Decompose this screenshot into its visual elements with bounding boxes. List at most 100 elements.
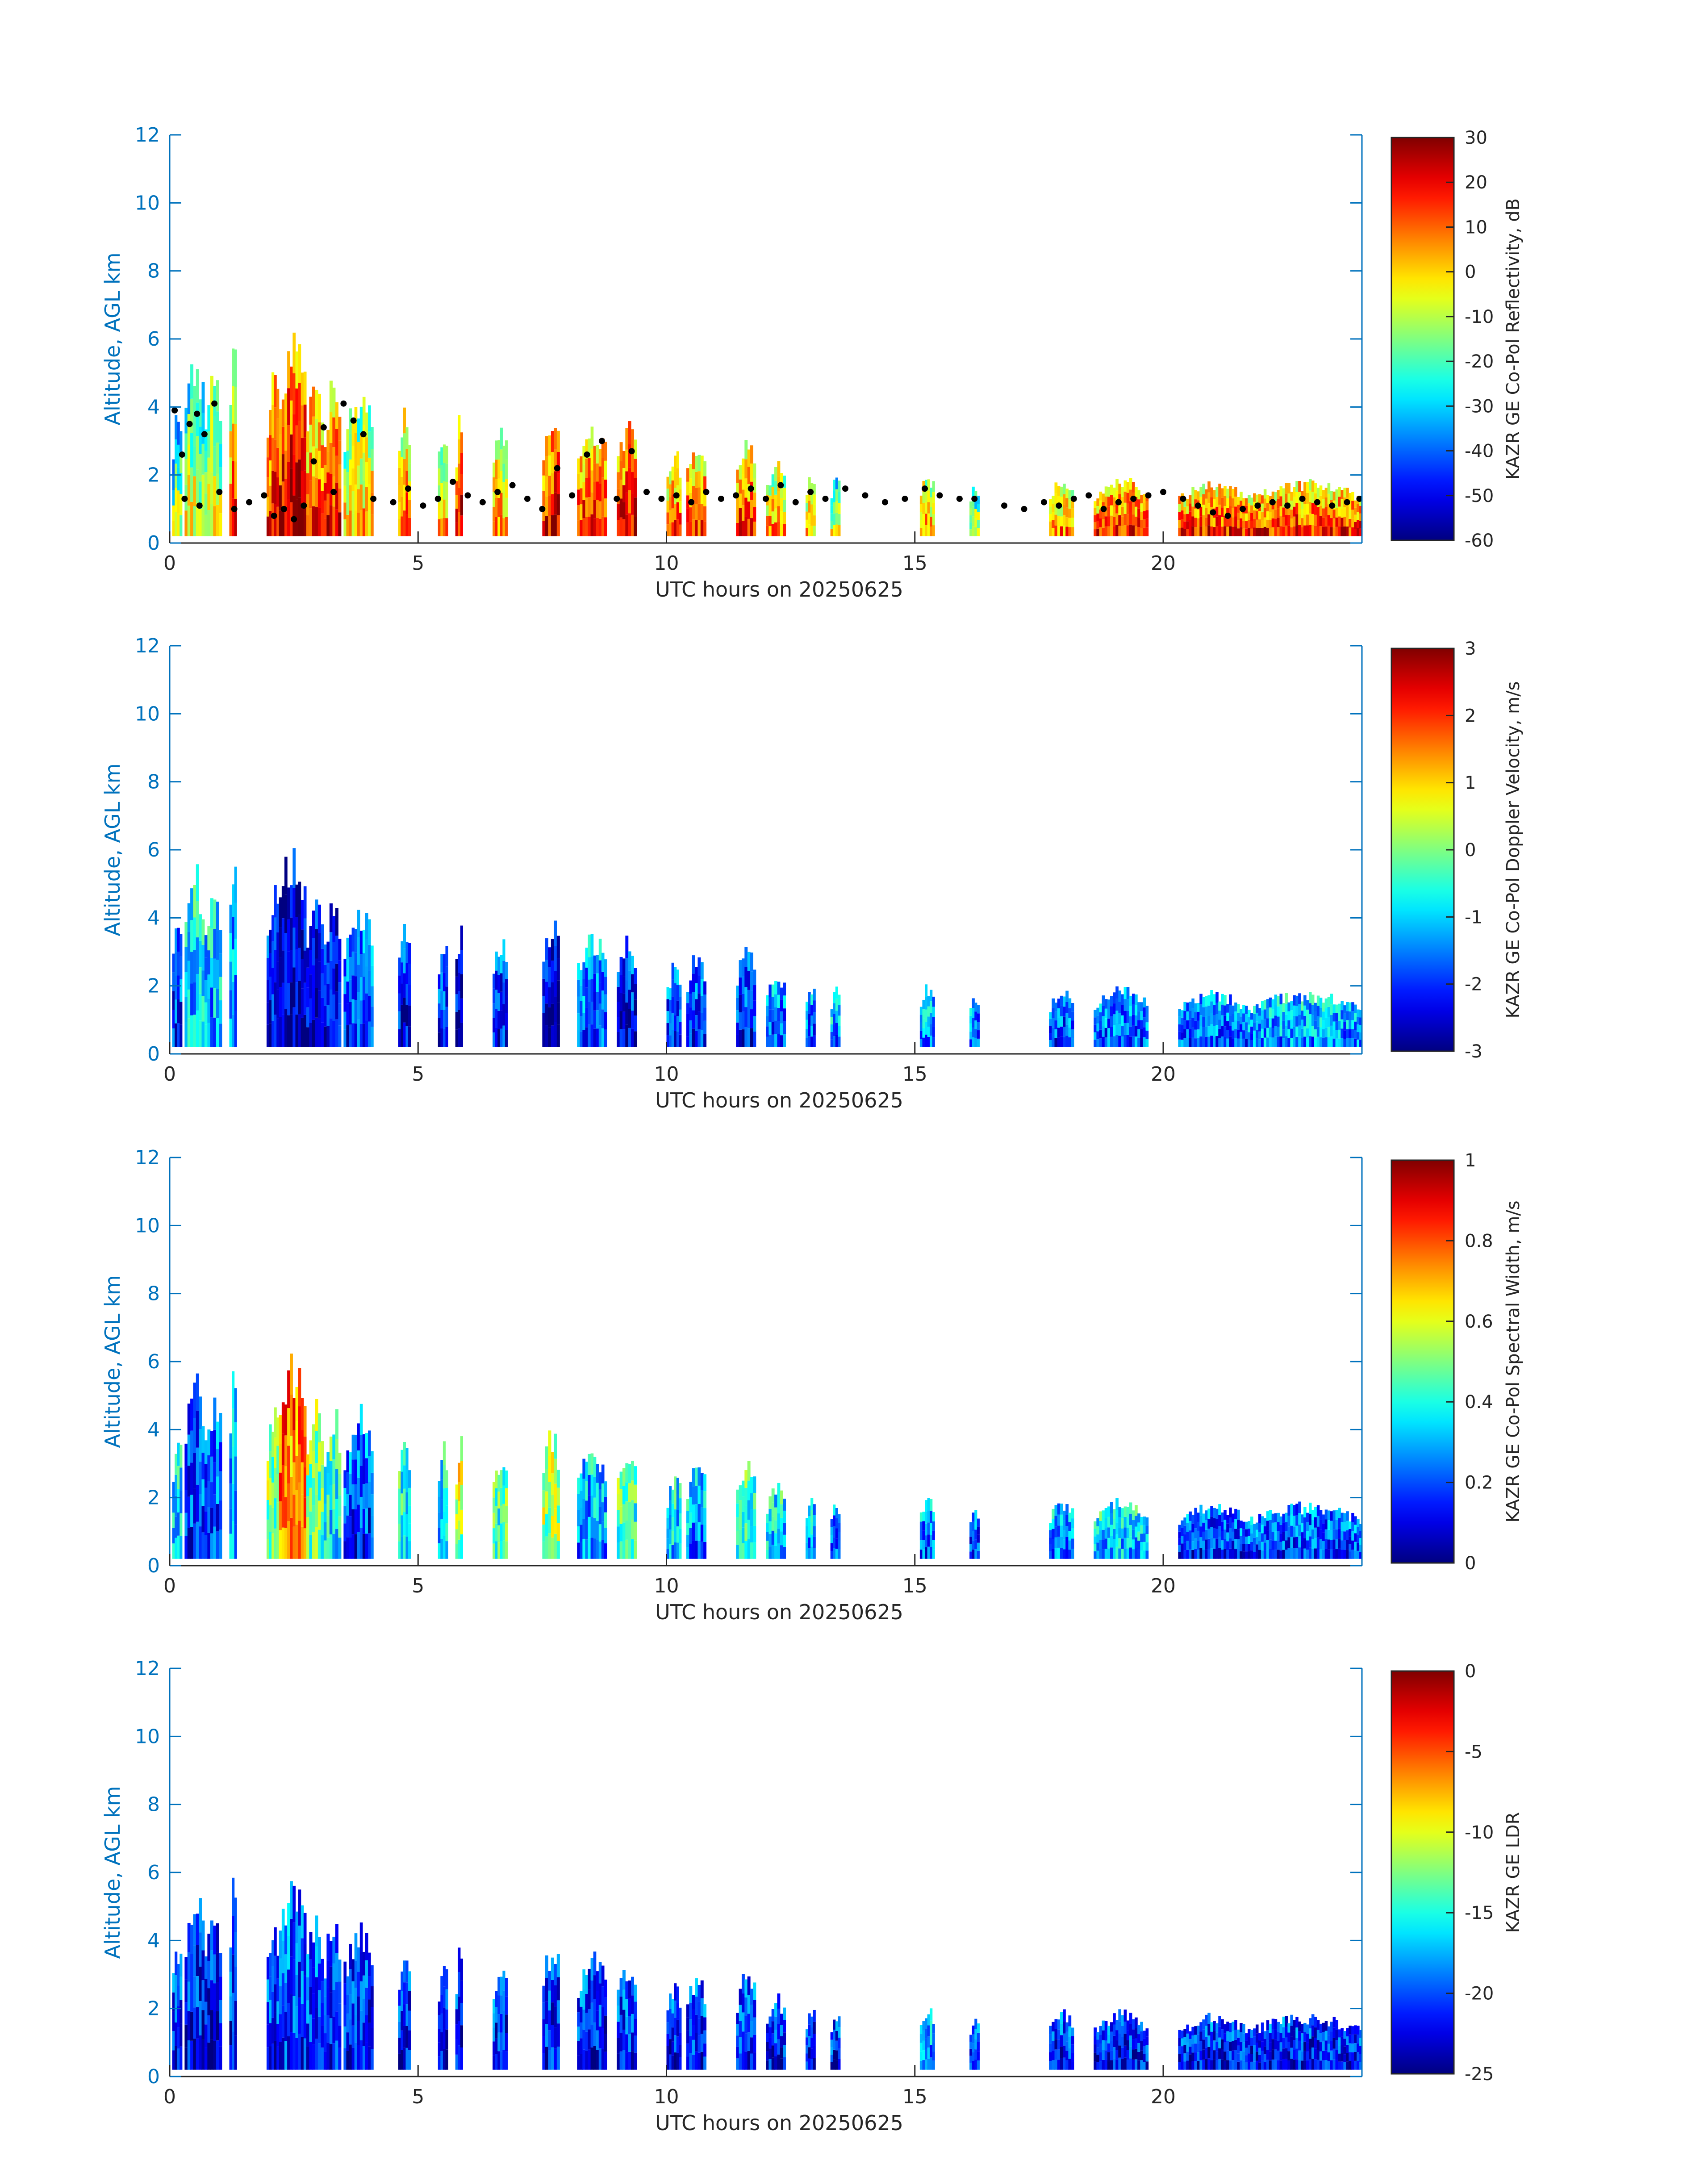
data-cell	[1282, 1003, 1286, 1012]
data-cell	[187, 903, 191, 932]
data-cell	[1332, 1529, 1336, 1540]
data-cell	[700, 488, 704, 504]
data-cell	[619, 1011, 623, 1029]
data-cell	[1232, 498, 1235, 508]
data-cell	[780, 999, 783, 1011]
data-cell	[271, 1482, 275, 1508]
colorbar-label: KAZR GE Co-Pol Reflectivity, dB	[1503, 198, 1524, 480]
data-cell	[753, 969, 756, 986]
data-cell	[695, 1540, 698, 1559]
data-cell	[219, 444, 222, 468]
data-cell	[1178, 2054, 1181, 2062]
data-cell	[276, 932, 280, 961]
data-cell	[1118, 2021, 1122, 2034]
data-cell	[403, 1960, 406, 1983]
data-cell	[604, 2052, 607, 2070]
data-cell	[919, 528, 923, 536]
data-cell	[229, 1947, 232, 1972]
data-cell	[577, 520, 580, 536]
data-cell	[298, 382, 301, 421]
data-cell	[354, 2015, 358, 2043]
data-cell	[351, 423, 355, 446]
data-cell	[172, 1482, 175, 1497]
data-cell	[201, 505, 205, 536]
data-cell	[806, 2053, 809, 2062]
data-cell	[216, 1421, 219, 1450]
data-cell	[199, 1494, 202, 1527]
data-cell	[977, 2023, 980, 2033]
data-cell	[585, 2013, 589, 2032]
data-cell	[349, 1538, 352, 1559]
data-cell	[315, 1977, 318, 2008]
data-cell	[1258, 1523, 1261, 1532]
data-cell	[1181, 1551, 1184, 1559]
data-cell	[455, 1514, 458, 1529]
data-cell	[455, 1011, 458, 1030]
data-cell	[741, 2031, 745, 2051]
data-cell	[628, 1483, 631, 1502]
data-cell	[1338, 1021, 1341, 1030]
data-cell	[1194, 2026, 1197, 2035]
cloud-column	[343, 910, 374, 1047]
data-cell	[274, 917, 277, 950]
data-cell	[321, 445, 324, 468]
data-cell	[1234, 2030, 1237, 2040]
data-cell	[343, 1488, 347, 1506]
data-cell	[669, 1993, 672, 2009]
data-cell	[279, 927, 282, 957]
data-cell	[371, 1965, 374, 1986]
data-cell	[580, 1001, 583, 1016]
data-cell	[338, 1538, 342, 1559]
data-cell	[357, 992, 360, 1020]
data-cell	[838, 492, 841, 503]
data-cell	[974, 1539, 977, 1549]
data-cell	[542, 490, 546, 506]
data-cell	[232, 386, 235, 424]
data-cell	[622, 994, 626, 1012]
data-cell	[349, 1002, 352, 1025]
data-cell	[1232, 2022, 1235, 2031]
data-cell	[542, 521, 546, 536]
data-cell	[601, 1986, 605, 2007]
data-cell	[443, 1028, 446, 1047]
data-cell	[1115, 1546, 1119, 1559]
data-cell	[292, 1494, 296, 1527]
data-cell	[598, 484, 602, 501]
data-cell	[1218, 1001, 1221, 1011]
data-cell	[1202, 2049, 1205, 2060]
cloud-column	[686, 955, 707, 1047]
data-cell	[323, 447, 327, 465]
data-cell	[335, 2040, 338, 2070]
data-cell	[281, 1909, 285, 1941]
data-cell	[1277, 1540, 1280, 1550]
data-cell	[405, 471, 409, 493]
data-cell	[1189, 1530, 1192, 1540]
data-cell	[338, 417, 342, 441]
data-cell	[813, 1000, 816, 1012]
data-cell	[617, 1017, 620, 1032]
data-cell	[1199, 506, 1203, 517]
data-cell	[1279, 506, 1283, 517]
colorbar-label: KAZR GE Co-Pol Spectral Width, m/s	[1503, 1200, 1524, 1522]
data-cell	[276, 389, 280, 418]
data-cell	[177, 1466, 180, 1489]
data-cell	[443, 2049, 446, 2070]
cloud-base-point	[1194, 502, 1201, 509]
data-cell	[495, 2022, 498, 2039]
data-cell	[1197, 2043, 1200, 2052]
data-cell	[598, 1524, 602, 1542]
data-cell	[1054, 514, 1058, 526]
data-cell	[601, 477, 605, 497]
data-cell	[925, 984, 928, 997]
data-cell	[692, 2055, 695, 2070]
data-cell	[175, 1454, 178, 1475]
data-cell	[1359, 1025, 1362, 1032]
data-cell	[1311, 1510, 1315, 1520]
data-cell	[695, 2033, 698, 2052]
data-cell	[744, 1979, 748, 1997]
data-cell	[969, 501, 973, 509]
data-cell	[1242, 1005, 1245, 1014]
data-cell	[1096, 1518, 1100, 1526]
data-cell	[1110, 2051, 1113, 2060]
data-cell	[1301, 1541, 1304, 1550]
